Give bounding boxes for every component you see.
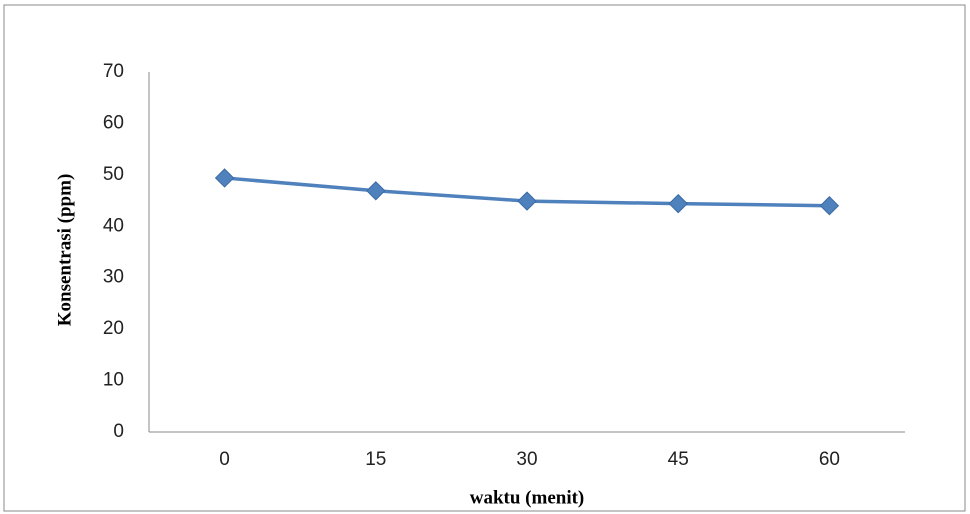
page: waktu (menit) Konsentrasi (ppm) 0 10 20 30 4… bbox=[0, 0, 970, 514]
y-tick-label: 20 bbox=[103, 318, 124, 339]
x-tick-label: 15 bbox=[365, 449, 386, 470]
chart: waktu (menit) Konsentrasi (ppm) 0 10 20 30 4… bbox=[0, 0, 970, 514]
y-tick-label: 60 bbox=[103, 112, 124, 133]
x-tick-label: 30 bbox=[516, 449, 537, 470]
x-tick-label: 60 bbox=[819, 449, 840, 470]
y-tick-label: 50 bbox=[103, 164, 124, 185]
y-tick-label: 40 bbox=[103, 215, 124, 236]
x-tick-label: 0 bbox=[219, 449, 230, 470]
y-tick-label: 30 bbox=[103, 267, 124, 288]
y-tick-label: 70 bbox=[103, 61, 124, 82]
y-tick-label: 10 bbox=[103, 370, 124, 391]
chart-frame bbox=[4, 5, 965, 511]
x-axis-title: waktu (menit) bbox=[470, 487, 585, 508]
y-axis-title: Konsentrasi (ppm) bbox=[54, 174, 75, 327]
y-tick-label: 0 bbox=[113, 421, 124, 442]
x-tick-label: 45 bbox=[668, 449, 689, 470]
